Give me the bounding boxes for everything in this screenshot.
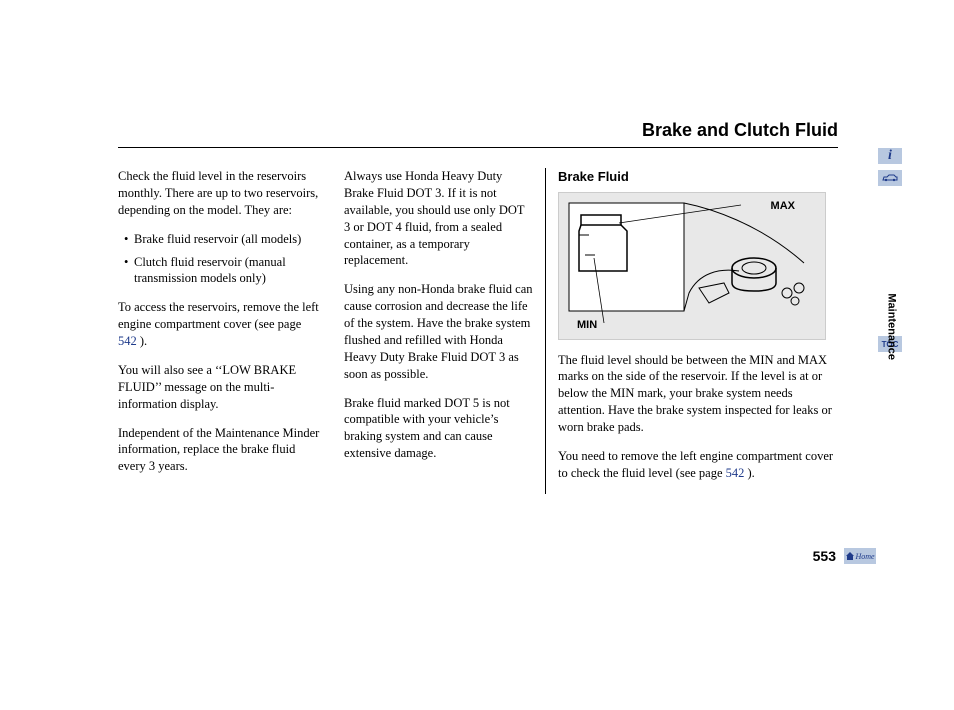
home-button[interactable]: Home bbox=[844, 548, 876, 564]
dot5-warning-text: Brake fluid marked DOT 5 is not compatib… bbox=[344, 395, 533, 463]
cover-remove-text: You need to remove the left engine compa… bbox=[558, 448, 838, 482]
page-number: 553 bbox=[813, 548, 836, 564]
info-tab[interactable]: i bbox=[878, 148, 902, 164]
intro-text: Check the fluid level in the reservoirs … bbox=[118, 168, 320, 219]
fluid-spec-text: Always use Honda Heavy Duty Brake Fluid … bbox=[344, 168, 533, 269]
home-label: Home bbox=[855, 552, 874, 561]
page-link[interactable]: 542 bbox=[118, 334, 137, 348]
column-3: Brake Fluid bbox=[546, 168, 838, 494]
list-item: Clutch fluid reservoir (manual transmiss… bbox=[124, 254, 320, 288]
maintenance-text: Independent of the Maintenance Minder in… bbox=[118, 425, 320, 476]
min-label: MIN bbox=[577, 318, 597, 333]
content-columns: Check the fluid level in the reservoirs … bbox=[118, 168, 838, 494]
home-icon bbox=[845, 551, 855, 561]
section-label: Maintenance bbox=[886, 293, 898, 360]
car-tab[interactable] bbox=[878, 170, 902, 186]
corrosion-text: Using any non-Honda brake fluid can caus… bbox=[344, 281, 533, 382]
reservoir-diagram: MAX MIN bbox=[558, 192, 826, 340]
reservoir-list: Brake fluid reservoir (all models) Clutc… bbox=[118, 231, 320, 288]
column-2: Always use Honda Heavy Duty Brake Fluid … bbox=[332, 168, 546, 494]
access-text: To access the reservoirs, remove the lef… bbox=[118, 299, 320, 350]
level-check-text: The fluid level should be between the MI… bbox=[558, 352, 838, 436]
max-label: MAX bbox=[771, 199, 795, 214]
list-item: Brake fluid reservoir (all models) bbox=[124, 231, 320, 248]
brake-fluid-heading: Brake Fluid bbox=[558, 168, 838, 186]
page-link[interactable]: 542 bbox=[726, 466, 745, 480]
warning-text: You will also see a ‘‘LOW BRAKE FLUID’’ … bbox=[118, 362, 320, 413]
column-1: Check the fluid level in the reservoirs … bbox=[118, 168, 332, 494]
page-title: Brake and Clutch Fluid bbox=[118, 120, 838, 148]
side-tabs: i bbox=[878, 148, 902, 192]
